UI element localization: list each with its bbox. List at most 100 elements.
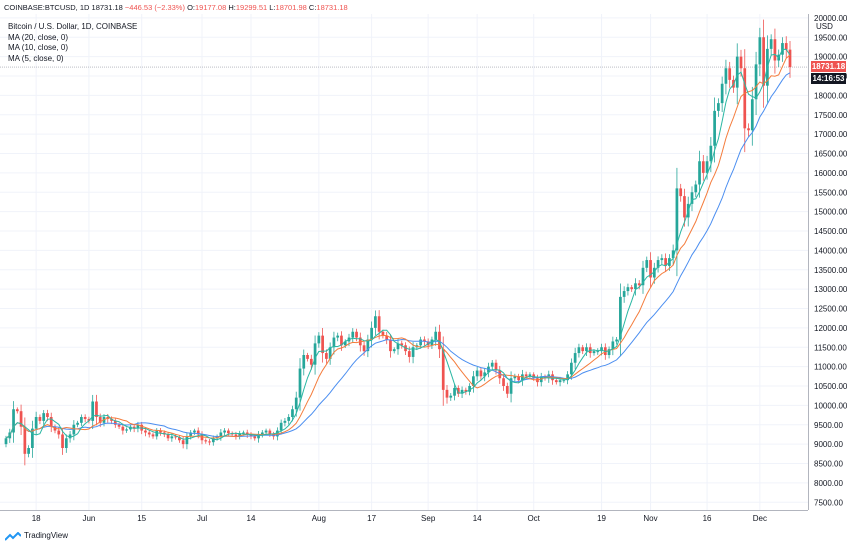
candle-body: [76, 422, 79, 425]
candle-body: [147, 432, 151, 435]
candle-body: [389, 339, 392, 352]
candle-body: [362, 345, 366, 352]
candle-body: [68, 434, 72, 439]
candle-body: [328, 347, 332, 359]
candle-body: [464, 389, 468, 392]
candle-body: [242, 432, 245, 434]
price-tick-label: 11000.00: [814, 363, 847, 372]
price-tick-label: 17000.00: [814, 130, 848, 139]
candle-body: [577, 347, 581, 354]
candle-body: [238, 433, 242, 437]
price-tick-label: 18000.00: [814, 91, 848, 100]
low-value: 18701.98: [275, 3, 307, 12]
legend-ma5[interactable]: MA (5, close, 0): [8, 53, 64, 63]
candle-body: [769, 39, 773, 49]
price-axis[interactable]: 7500.00 8000.00 8500.00 9000.00 9500.00 10000…: [814, 14, 848, 507]
candle-body: [611, 341, 615, 350]
candle-body: [298, 368, 302, 398]
candle-body: [607, 349, 611, 355]
candle-body: [151, 434, 155, 437]
candle-body: [652, 267, 656, 278]
ma20-line: [5, 72, 791, 439]
candle-body: [332, 337, 336, 348]
candle-body: [762, 37, 765, 86]
candle-body: [366, 339, 370, 352]
candle-body: [234, 434, 238, 437]
time-tick-label: 14: [473, 514, 482, 523]
candle-body: [445, 389, 449, 398]
candle-body: [494, 362, 498, 371]
candle-body: [196, 430, 200, 435]
legend-ma10[interactable]: MA (10, close, 0): [8, 43, 69, 52]
candle-body: [257, 434, 260, 439]
close-value: 18731.18: [316, 3, 348, 12]
candle-body: [407, 351, 411, 357]
candle-body: [136, 424, 140, 429]
high-value: 19299.51: [235, 3, 268, 12]
time-tick-label: Jul: [197, 514, 207, 523]
price-tick-label: 19500.00: [814, 33, 848, 42]
candle-body: [309, 358, 313, 365]
candle-body: [600, 347, 603, 352]
candle-body: [42, 413, 46, 421]
tradingview-watermark[interactable]: TradingView: [4, 531, 69, 541]
time-tick-label: 15: [137, 514, 146, 523]
high-label: H:: [228, 3, 236, 12]
time-tick-label: Dec: [753, 514, 767, 523]
candle-body: [355, 331, 358, 338]
candle-body: [159, 430, 162, 433]
candle-body: [637, 283, 641, 286]
time-tick-label: Nov: [643, 514, 657, 523]
candle-body: [750, 99, 754, 131]
candle-body: [185, 436, 189, 445]
time-axis[interactable]: 18 Jun 15 Jul 14 Aug 17 Sep 14 Oct 19 Nov 16 Dec: [32, 514, 767, 523]
candle-body: [660, 258, 664, 261]
candle-body: [505, 386, 509, 394]
price-tick-label: 14500.00: [814, 227, 848, 236]
candle-body: [276, 430, 279, 437]
candle-body: [227, 430, 230, 434]
candle-body: [377, 316, 381, 332]
candle-body: [709, 145, 713, 162]
candle-body: [351, 331, 355, 338]
candle-body: [302, 355, 306, 369]
candle-body: [80, 417, 83, 423]
candle-body: [336, 335, 340, 338]
candle-body: [279, 422, 283, 431]
candle-body: [675, 188, 679, 251]
candle-body: [517, 376, 520, 381]
candle-body: [468, 386, 471, 392]
candle-body: [423, 339, 426, 342]
brand-name: TradingView: [24, 531, 69, 540]
price-tick-label: 8000.00: [814, 479, 843, 488]
candle-body: [562, 380, 566, 382]
candle-body: [4, 438, 8, 445]
candle-body: [438, 331, 441, 350]
candle-body: [735, 56, 739, 88]
candle-body: [720, 83, 724, 104]
candle-body: [717, 103, 720, 111]
candle-body: [23, 426, 27, 454]
candle-body: [204, 440, 208, 442]
candle-body: [170, 436, 174, 439]
legend-ma20[interactable]: MA (20, close, 0): [8, 32, 69, 42]
candle-body: [773, 39, 777, 61]
candle-body: [713, 110, 716, 146]
grid-lines: [0, 14, 808, 510]
candle-body: [434, 331, 438, 340]
candle-body: [121, 426, 125, 431]
candle-body: [596, 351, 600, 353]
candle-body: [27, 448, 30, 454]
candle-body: [671, 250, 675, 259]
candle-body: [340, 335, 343, 346]
candle-body: [400, 343, 404, 346]
candle-body: [260, 432, 264, 435]
candle-body: [747, 128, 750, 131]
candle-body: [31, 428, 34, 448]
candle-body: [306, 355, 309, 359]
candle-body: [570, 362, 573, 375]
candle-body: [294, 397, 298, 410]
time-tick-label: 19: [597, 514, 606, 523]
price-change: −446.53 (−2.33%): [124, 3, 185, 12]
